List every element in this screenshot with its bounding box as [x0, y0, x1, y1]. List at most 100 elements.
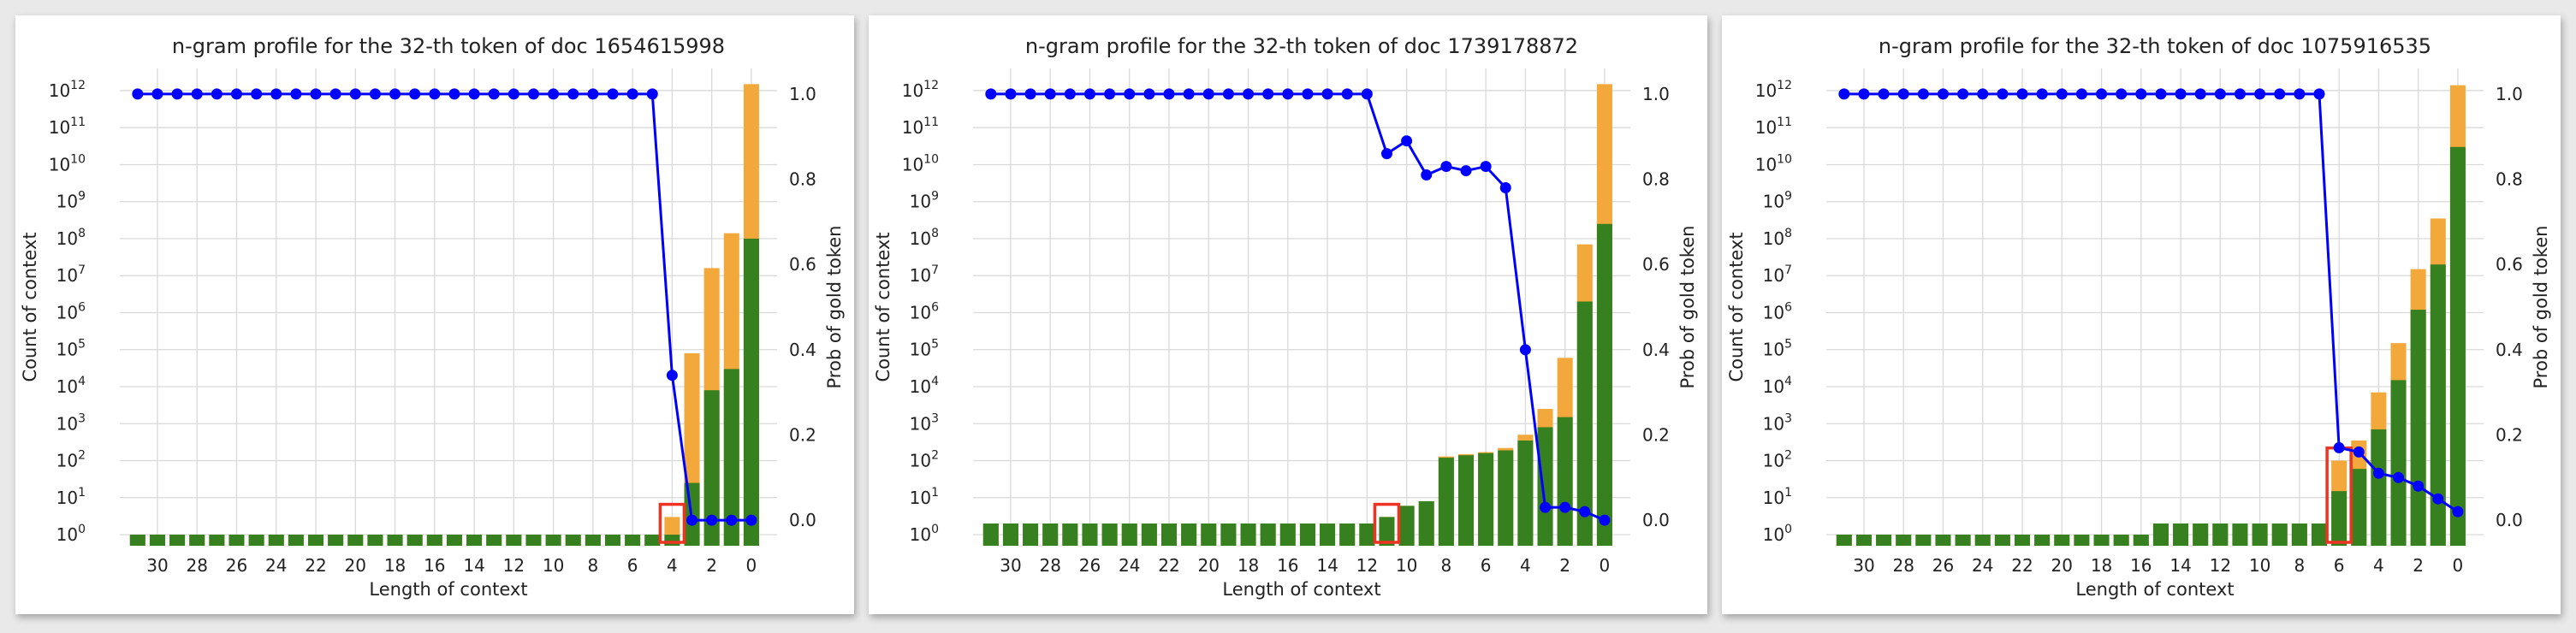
chart-3-y2-tick-label: 1.0 — [2496, 84, 2523, 104]
chart-3-x-tick-label: 4 — [2373, 555, 2384, 576]
chart-1-prob-point — [686, 514, 698, 526]
chart-2-count-bar — [1517, 440, 1534, 546]
chart-1-count-bar — [604, 535, 621, 546]
chart-3-prob-point — [2096, 88, 2108, 100]
chart-2-y-tick-label: 103 — [910, 411, 939, 434]
chart-3-count-bar — [2351, 469, 2367, 546]
chart-2-prob-point — [1202, 88, 1214, 100]
chart-2-prob-point — [1262, 88, 1274, 100]
chart-1-count-bar — [545, 535, 561, 546]
chart-1-x-tick-label: 2 — [706, 555, 717, 576]
chart-1-count-bar — [407, 535, 423, 546]
chart-1: 30 28 26 24 22 20 18 16 14 12 10 8 6 4 2 01001011021031… — [20, 34, 845, 600]
chart-3-x-tick-label: 24 — [1972, 555, 1993, 576]
chart-3-y-tick-label: 104 — [1763, 375, 1792, 397]
chart-2-y-tick-label: 105 — [910, 338, 939, 360]
chart-2-prob-point — [1559, 501, 1571, 513]
chart-1-count-bar — [288, 535, 304, 546]
chart-1-prob-point — [666, 370, 678, 382]
chart-3-x-tick-label: 10 — [2249, 555, 2270, 576]
chart-2-highlight-box — [1373, 502, 1401, 544]
chart-1-count-bar — [625, 535, 641, 546]
chart-3-prob-point — [2135, 88, 2147, 100]
chart-2-count-bar — [1438, 458, 1454, 546]
chart-1-y-axis-label: Count of context — [20, 232, 40, 382]
chart-2-count-bar — [1418, 500, 1434, 546]
chart-1-y-tick-label: 105 — [56, 338, 86, 360]
chart-1-y-tick-label: 106 — [56, 300, 86, 322]
chart-2-count-bar — [1082, 524, 1098, 546]
chart-2-y-axis-label: Count of context — [873, 232, 893, 382]
chart-3-count-bar — [1935, 535, 1951, 546]
chart-3-prob-point — [2353, 446, 2365, 458]
chart-1-count-bar — [506, 535, 522, 546]
chart-1-prob-point — [429, 88, 441, 100]
chart-2-count-bar — [1260, 524, 1276, 546]
chart-2-prob-point — [985, 88, 997, 100]
chart-1-title: n-gram profile for the 32-th token of do… — [172, 34, 725, 58]
chart-3-count-bar — [1994, 535, 2010, 546]
chart-1-y-tick-label: 1012 — [49, 79, 86, 101]
chart-3-count-bar — [2093, 535, 2110, 546]
chart-1-count-bar — [307, 535, 324, 546]
chart-1-prob-point — [171, 88, 183, 100]
chart-3-prob-point — [1917, 88, 1929, 100]
chart-1-y2-tick-label: 0.4 — [789, 340, 816, 360]
chart-3-x-tick-label: 6 — [2334, 555, 2345, 576]
chart-1-prob-point — [151, 88, 163, 100]
chart-3-prob-point — [2274, 88, 2286, 100]
chart-3-title: n-gram profile for the 32-th token of do… — [1879, 34, 2431, 58]
chart-1-count-bar — [328, 535, 344, 546]
chart-3-y-tick-label: 107 — [1763, 263, 1792, 286]
chart-1-count-bar — [446, 535, 462, 546]
chart-3-y-tick-label: 1012 — [1755, 79, 1792, 101]
chart-2-count-bar — [1160, 524, 1178, 546]
chart-1-prob-point — [230, 88, 242, 100]
chart-2-prob-point — [1480, 161, 1492, 173]
chart-3-y-tick-label: 101 — [1763, 486, 1792, 508]
chart-2-x-tick-label: 10 — [1396, 555, 1417, 576]
chart-1-prob-point — [349, 88, 361, 100]
chart-2-prob-point — [1005, 88, 1017, 100]
chart-1-y-tick-label: 100 — [56, 523, 86, 545]
chart-1-y2-tick-label: 0.0 — [789, 510, 816, 530]
chart-2-prob-point — [1460, 165, 1472, 177]
chart-1-x-tick-label: 0 — [746, 555, 757, 576]
chart-1-prob-point — [211, 88, 223, 100]
chart-3-count-bar — [2430, 264, 2446, 546]
chart-3-count-bar — [2252, 524, 2268, 546]
chart-3-count-bar — [1896, 535, 1912, 546]
chart-2-x-tick-label: 30 — [1000, 555, 1021, 576]
chart-1-y-tick-label: 101 — [56, 486, 86, 508]
chart-3-x-tick-label: 30 — [1853, 555, 1874, 576]
chart-1-prob-point — [132, 88, 144, 100]
chart-1-count-bar — [743, 238, 759, 546]
chart-2-y2-axis-label: Prob of gold token — [1677, 226, 1698, 389]
chart-2-y-tick-label: 109 — [910, 190, 939, 212]
chart-1-prob-point — [329, 88, 341, 100]
chart-3-count-bar — [2014, 535, 2031, 546]
chart-2-x-tick-label: 4 — [1520, 555, 1531, 576]
chart-2-y-tick-label: 104 — [910, 375, 939, 397]
chart-1-x-tick-label: 18 — [384, 555, 406, 576]
chart-2-prob-point — [1124, 88, 1136, 100]
chart-2-x-tick-label: 12 — [1356, 555, 1378, 576]
chart-1-prob-point — [191, 88, 203, 100]
chart-3-count-bar — [2371, 429, 2387, 546]
chart-2-prob-point — [1519, 344, 1531, 356]
chart-3-y2-axis-label: Prob of gold token — [2531, 226, 2551, 389]
chart-2-y2-tick-label: 0.6 — [1642, 254, 1670, 275]
chart-3-y2-tick-label: 0.8 — [2496, 169, 2523, 190]
chart-3-count-bar — [1955, 535, 1971, 546]
chart-2-prob-point — [1222, 88, 1234, 100]
chart-3-prob-point — [2452, 506, 2464, 518]
chart-2-y-tick-label: 101 — [910, 486, 939, 508]
chart-3-prob-point — [1997, 88, 2009, 100]
chart-2-x-tick-label: 6 — [1481, 555, 1492, 576]
chart-2-prob-point — [1243, 88, 1255, 100]
chart-1-prob-point — [448, 88, 460, 100]
chart-panel-2: 30 28 26 24 22 20 18 16 14 12 10 8 6 4 2 0 100 101 102 103 1… — [869, 15, 1707, 614]
chart-2-prob-point — [1044, 88, 1056, 100]
chart-1-y2-tick-label: 1.0 — [789, 84, 816, 104]
chart-2-y-tick-label: 1011 — [902, 115, 939, 138]
